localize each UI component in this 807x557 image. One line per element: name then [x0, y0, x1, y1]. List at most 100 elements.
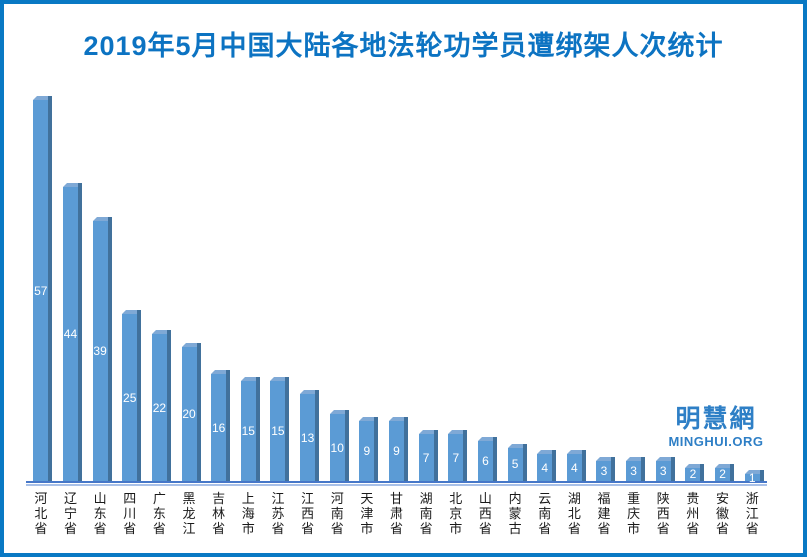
- bar-山东省: 39: [92, 216, 112, 481]
- x-axis-label: 吉林省: [212, 491, 226, 536]
- x-axis-label: 江西省: [301, 491, 315, 536]
- x-axis: [26, 481, 767, 486]
- bar-四川省: 25: [122, 310, 142, 481]
- bar-slot: 3: [648, 86, 678, 481]
- x-axis-label: 贵州省: [686, 491, 700, 536]
- bar-value-label: 4: [571, 460, 578, 475]
- bar-value-label: 10: [330, 440, 344, 455]
- watermark: 明慧網 MINGHUI.ORG: [650, 405, 782, 449]
- bar-value-label: 6: [482, 453, 489, 468]
- x-axis-label: 福建省: [597, 491, 611, 536]
- x-axis-label: 山东省: [93, 491, 107, 536]
- bar-value-label: 13: [300, 430, 315, 445]
- bar-value-label: 44: [63, 327, 78, 342]
- bar-value-label: 9: [393, 443, 400, 458]
- minghui-logo-text: 明慧網: [675, 405, 757, 433]
- bar-slot: 2: [678, 86, 708, 482]
- minghui-site-text: MINGHUI.ORG: [668, 434, 764, 449]
- bar-辽宁省: 44: [62, 183, 82, 481]
- bar-天津市: 9: [359, 416, 379, 482]
- bar-北京市: 7: [448, 430, 468, 481]
- bar-slot: 5: [500, 86, 530, 482]
- x-axis-label: 重庆市: [627, 491, 641, 536]
- x-axis-label: 河南省: [330, 491, 344, 536]
- bar-value-label: 2: [689, 467, 697, 482]
- bar-value-label: 1: [748, 470, 756, 485]
- bar-上海市: 15: [240, 376, 260, 482]
- bar-黑龙江: 20: [181, 343, 201, 481]
- x-axis-label: 安徽省: [716, 491, 730, 536]
- bar-陕西省: 3: [655, 457, 675, 481]
- bar-山西省: 6: [477, 436, 497, 482]
- x-axis-label: 四川省: [123, 491, 137, 536]
- bar-河南省: 10: [329, 410, 349, 481]
- bar-value-label: 3: [659, 464, 667, 478]
- bar-slot: 13: [293, 86, 323, 481]
- bar-slot: 4: [530, 86, 560, 481]
- x-axis-label: 上海市: [241, 491, 255, 536]
- bar-slot: 6: [471, 86, 501, 482]
- x-axis-label: 湖南省: [419, 491, 433, 536]
- bar-slot: 7: [411, 86, 441, 481]
- bar-福建省: 3: [596, 457, 616, 481]
- bar-江苏省: 15: [270, 376, 290, 482]
- bar-value-label: 9: [363, 443, 371, 458]
- bar-value-label: 15: [241, 423, 255, 438]
- bar-slot: 39: [85, 86, 115, 481]
- bar-云南省: 4: [537, 450, 557, 481]
- bar-slot: 9: [382, 86, 412, 482]
- bar-slot: 22: [145, 86, 175, 481]
- bar-湖北省: 4: [566, 450, 586, 481]
- bar-slot: 3: [619, 86, 649, 481]
- bar-slot: 1: [737, 86, 767, 485]
- x-axis-label: 江苏省: [271, 491, 285, 536]
- bar-value-label: 5: [511, 457, 519, 472]
- bar-slot: 10: [322, 86, 352, 481]
- bar-slot: 16: [204, 86, 234, 481]
- x-axis-label: 辽宁省: [63, 491, 77, 536]
- bar-slot: 7: [441, 86, 471, 481]
- x-axis-label: 广东省: [152, 491, 166, 536]
- x-axis-label: 甘肃省: [390, 491, 404, 536]
- bar-slot: 9: [352, 86, 382, 482]
- bar-浙江省: 1: [744, 470, 764, 485]
- x-axis-label: 浙江省: [745, 491, 759, 536]
- x-axis-label: 云南省: [538, 491, 552, 536]
- bar-value-label: 16: [211, 420, 226, 435]
- bar-安徽省: 2: [715, 463, 735, 482]
- bar-slot: 4: [560, 86, 590, 481]
- bar-slot: 15: [233, 86, 263, 482]
- bar-value-label: 3: [600, 464, 608, 478]
- chart-title: 2019年5月中国大陆各地法轮功学员遭绑架人次统计: [83, 31, 724, 61]
- x-axis-label: 河北省: [34, 491, 48, 536]
- bar-slot: 44: [56, 86, 86, 481]
- x-axis-label: 内蒙古: [508, 491, 522, 536]
- bar-slot: 57: [26, 86, 56, 481]
- x-axis-label: 湖北省: [567, 491, 581, 536]
- bar-甘肃省: 9: [389, 416, 408, 482]
- bar-value-label: 3: [630, 464, 637, 478]
- x-axis-label: 陕西省: [656, 491, 670, 536]
- bar-slot: 2: [708, 86, 738, 482]
- bar-value-label: 57: [34, 283, 48, 298]
- bar-value-label: 22: [152, 400, 167, 415]
- bar-value-label: 2: [719, 467, 726, 482]
- x-axis-label: 黑龙江: [182, 491, 196, 536]
- bar-value-label: 25: [123, 390, 137, 405]
- x-axis-label: 天津市: [360, 491, 374, 536]
- bar-value-label: 15: [271, 423, 285, 438]
- bar-重庆市: 3: [626, 457, 646, 481]
- x-axis-line-shadow: [26, 484, 767, 486]
- bar-内蒙古: 5: [507, 443, 527, 482]
- bar-slot: 20: [174, 86, 204, 481]
- x-axis-labels: 河北省 辽宁省 山东省 四川省 广东省 黑龙江 吉林省 上海市 江苏省 江西省 河南省 天津市 甘肃省 湖…: [26, 491, 767, 536]
- bar-slot: 25: [115, 86, 145, 481]
- bar-广东省: 22: [151, 330, 171, 481]
- x-axis-label: 山西省: [478, 491, 492, 536]
- bar-河北省: 57: [33, 96, 53, 481]
- bar-value-label: 4: [541, 460, 549, 475]
- bar-吉林省: 16: [211, 370, 231, 481]
- bars-row: 57 44 39 25 22 20 16 15 15 13 10 9 9 7 7 6 5 4 4 3 3 3 2 2 1: [26, 86, 767, 485]
- bar-value-label: 39: [93, 343, 107, 358]
- bar-slot: 15: [263, 86, 293, 482]
